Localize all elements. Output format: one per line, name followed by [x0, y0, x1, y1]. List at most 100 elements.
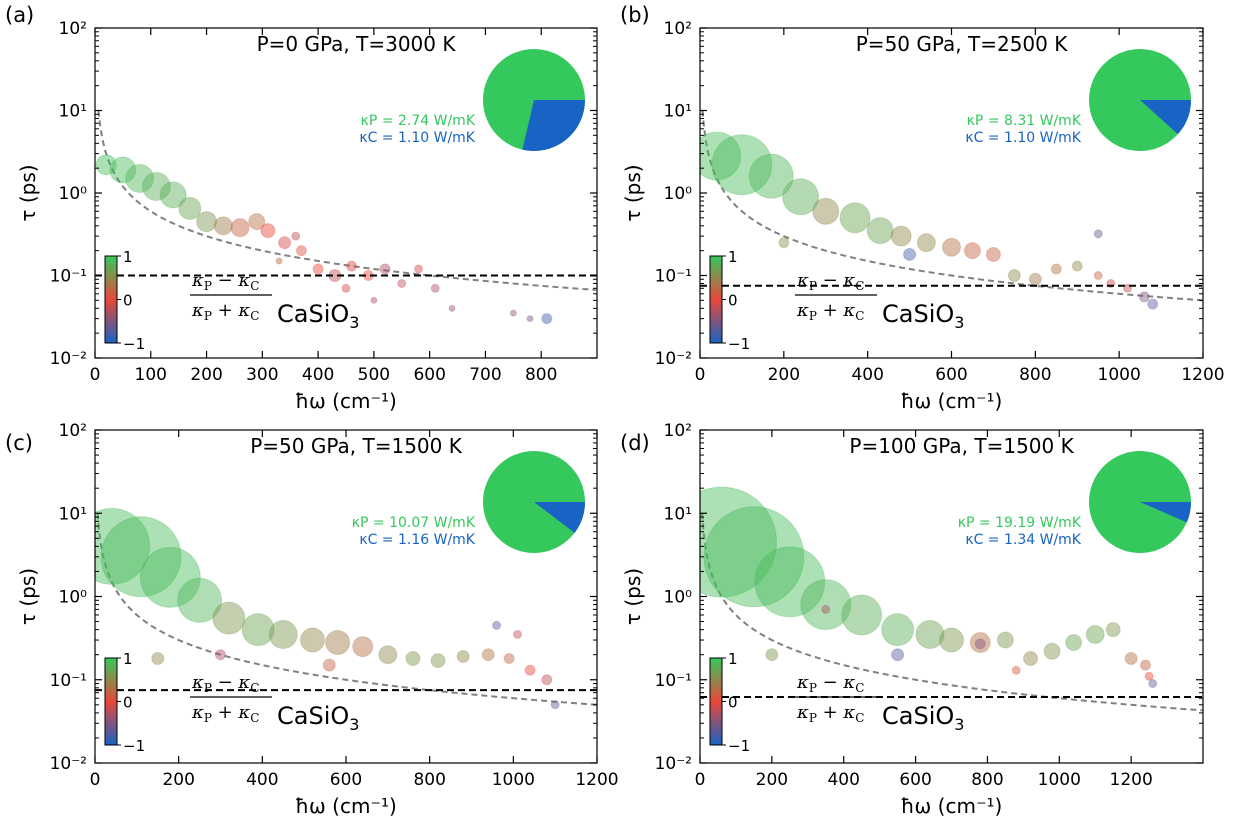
pie-slice-kappa-c [534, 502, 585, 533]
x-tick-label: 800 [525, 365, 557, 385]
data-point [241, 613, 275, 647]
y-tick-label: 10² [664, 421, 692, 441]
y-tick-label: 10⁰ [664, 184, 693, 204]
data-point [268, 619, 298, 649]
y-axis-label: τ (ps) [621, 568, 645, 625]
colorbar-tick-label: 1 [728, 650, 738, 668]
data-point [95, 154, 117, 176]
y-tick-label: 10⁻² [655, 349, 692, 369]
data-point [1011, 665, 1021, 675]
colorbar-tick-label: 1 [123, 650, 133, 668]
kappa-c-label: κC = 1.34 W/mK [965, 532, 1081, 548]
data-point [341, 283, 351, 293]
y-tick-label: 10⁰ [664, 588, 693, 608]
y-tick-label: 10¹ [664, 102, 692, 122]
condition-text: P=100 GPa, T=1500 K [849, 434, 1074, 458]
panel-label: (a) [5, 3, 34, 27]
y-tick-label: 10⁻¹ [655, 267, 692, 287]
data-point [841, 594, 883, 636]
x-tick-label: 800 [971, 770, 1003, 790]
reference-curve [701, 110, 1203, 302]
data-point [1138, 291, 1150, 303]
x-tick-label: 1200 [575, 770, 618, 790]
data-point [1148, 679, 1158, 689]
plot-area [700, 486, 1203, 712]
colorbar-tick-label: 1 [123, 248, 133, 266]
panel-label: (b) [620, 3, 650, 27]
data-point [397, 278, 407, 288]
data-point [890, 225, 912, 247]
x-tick-label: 200 [756, 770, 788, 790]
y-axis-label: τ (ps) [16, 164, 40, 221]
kappa-p-label: κP = 10.07 W/mK [352, 515, 476, 531]
data-point [230, 218, 250, 238]
pie-slice-kappa-c [522, 100, 585, 151]
x-tick-label: 600 [935, 365, 967, 385]
data-point [541, 313, 553, 325]
y-tick-label: 10⁻² [655, 754, 692, 774]
colorbar [104, 657, 118, 746]
y-tick-label: 10⁻¹ [50, 267, 87, 287]
data-point [1085, 624, 1105, 644]
x-tick-label: 700 [469, 365, 501, 385]
x-tick-label: 200 [190, 365, 222, 385]
data-point [352, 636, 374, 658]
data-point [159, 181, 187, 209]
data-point [248, 213, 266, 231]
x-tick-label: 0 [695, 770, 706, 790]
data-point [1050, 263, 1062, 275]
data-point [178, 196, 202, 220]
panel-c: 0 200 400 600 800 1000 1200 10⁻² 10⁻¹ 10⁰ 10¹ 10² ħω… [5, 421, 619, 818]
x-axis-label: ħω (cm⁻¹) [295, 794, 397, 818]
condition-text: P=50 GPa, T=1500 K [250, 434, 462, 458]
colorbar-tick-label: −1 [728, 737, 750, 755]
x-tick-label: 400 [827, 770, 859, 790]
data-point [754, 546, 826, 618]
data-point [141, 171, 171, 201]
material-label: CaSiO3 [277, 300, 359, 332]
data-point [550, 700, 560, 710]
x-tick-label: 1200 [1110, 770, 1153, 790]
x-tick-label: 1000 [1038, 770, 1081, 790]
data-point [177, 577, 223, 623]
data-point [700, 486, 778, 598]
material-label: CaSiO3 [277, 702, 359, 734]
data-point [942, 237, 961, 257]
data-point [891, 648, 905, 662]
x-tick-label: 300 [246, 365, 278, 385]
data-point [215, 649, 226, 661]
data-point [300, 627, 326, 653]
colorbar-fraction-numerator: κP − κC [796, 672, 864, 695]
x-tick-label: 600 [413, 365, 445, 385]
data-point [346, 260, 358, 272]
data-point [492, 620, 502, 630]
colorbar-fraction-denominator: κP + κC [191, 300, 259, 323]
data-point [1140, 659, 1152, 671]
reference-curve [701, 513, 1203, 712]
x-axis-label: ħω (cm⁻¹) [901, 389, 1003, 413]
data-point [322, 658, 336, 672]
data-point [151, 651, 165, 665]
colorbar-tick-label: 0 [728, 292, 738, 310]
colorbar-tick-label: −1 [123, 737, 145, 755]
panel-b: 0 200 400 600 800 1000 1200 10⁻² 10⁻¹ 10⁰ 10¹ 10² ħω… [620, 3, 1225, 413]
data-point [295, 245, 307, 257]
y-tick-label: 10⁻¹ [655, 671, 692, 691]
data-point [513, 629, 523, 639]
x-tick-label: 200 [162, 770, 194, 790]
data-point [541, 674, 553, 686]
colorbar-fraction-denominator: κP + κC [796, 300, 864, 323]
y-tick-label: 10⁻² [50, 754, 87, 774]
data-point [414, 264, 424, 274]
x-tick-label: 800 [413, 770, 445, 790]
y-tick-label: 10¹ [59, 504, 87, 524]
colorbar-tick-label: 0 [123, 292, 133, 310]
data-point [881, 613, 915, 647]
data-point [1093, 271, 1103, 280]
y-tick-label: 10⁰ [59, 184, 88, 204]
data-point [448, 304, 456, 312]
data-point [125, 163, 155, 193]
reference-curve [97, 110, 596, 291]
plot-area [95, 507, 597, 710]
x-tick-label: 400 [302, 365, 334, 385]
